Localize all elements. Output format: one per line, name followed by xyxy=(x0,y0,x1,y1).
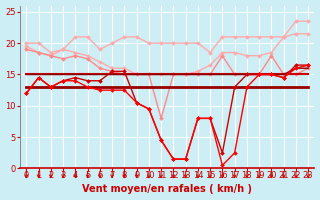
X-axis label: Vent moyen/en rafales ( km/h ): Vent moyen/en rafales ( km/h ) xyxy=(82,184,252,194)
